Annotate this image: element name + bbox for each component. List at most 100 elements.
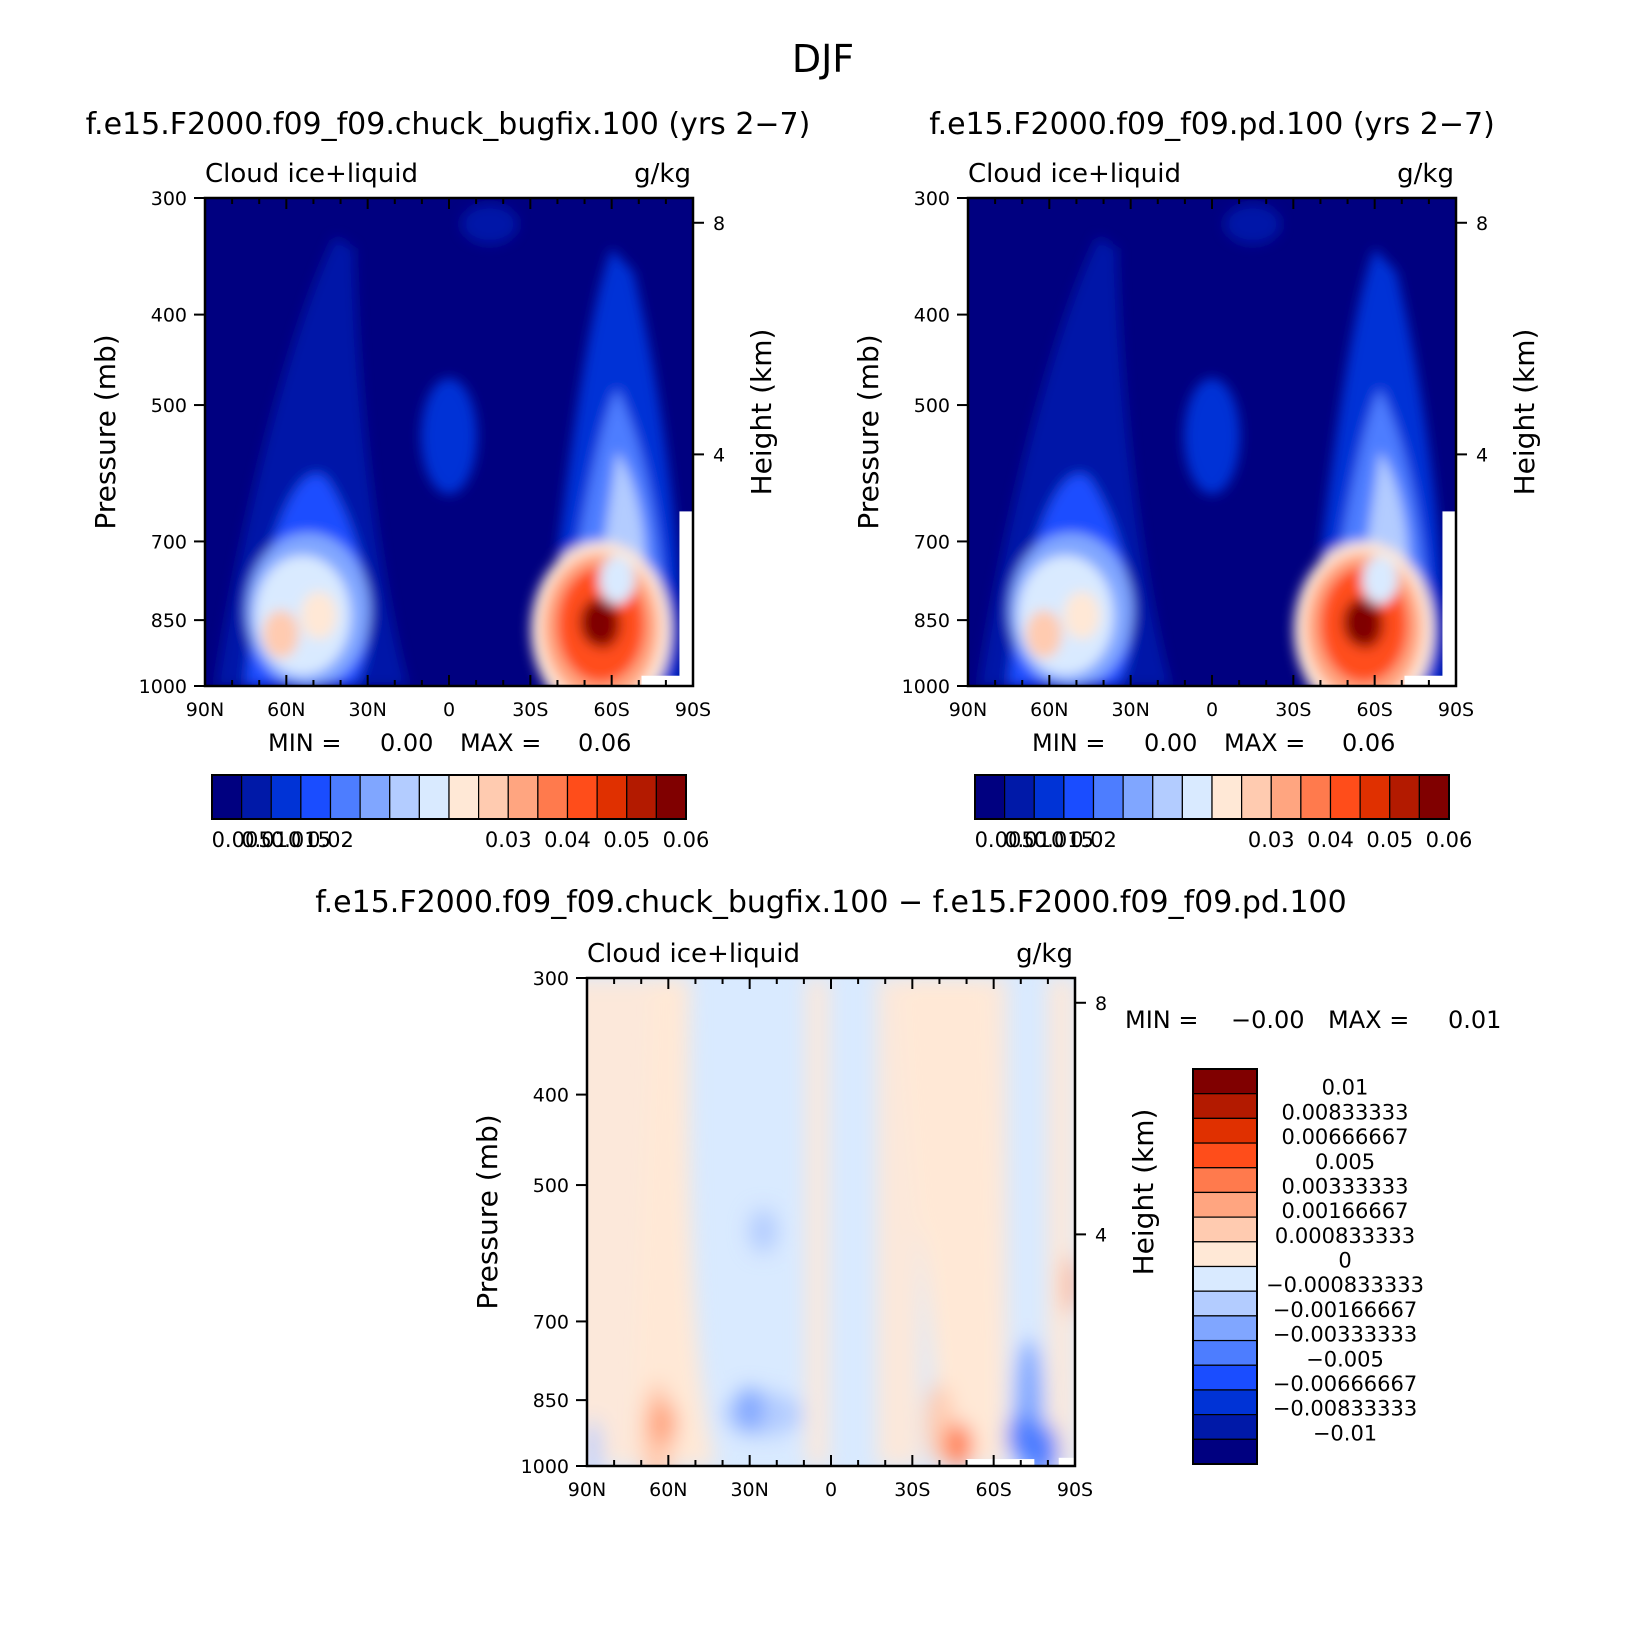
min-label: MIN = bbox=[1032, 729, 1105, 757]
x-tick-label: 90N bbox=[949, 699, 987, 721]
contour-level bbox=[901, 978, 996, 1466]
contour-core bbox=[1194, 404, 1230, 453]
panel-3: f.e15.F2000.f09_f09.chuck_bugfix.100 − f… bbox=[315, 885, 1501, 1501]
colorbar-label: 0.03 bbox=[485, 828, 532, 852]
colorbar-box bbox=[300, 774, 332, 820]
x-tick-label: 90S bbox=[1057, 1479, 1093, 1501]
y2-tick-label: 4 bbox=[1476, 444, 1488, 466]
colorbar-label: −0.005 bbox=[1306, 1347, 1384, 1371]
colorbar-label: 0.00833333 bbox=[1282, 1100, 1409, 1124]
colorbar-frame bbox=[1192, 1068, 1258, 1465]
colorbar-label: 0.04 bbox=[1307, 828, 1354, 852]
x-tick-label: 90N bbox=[568, 1479, 606, 1501]
colorbar-label: 0.000833333 bbox=[1275, 1224, 1415, 1248]
min-max: MIN = 0.00 MAX = 0.06 bbox=[1032, 729, 1395, 757]
colorbar-label: 0.015 bbox=[271, 828, 331, 852]
colorbar-frame bbox=[974, 774, 1450, 820]
contour-core bbox=[1343, 598, 1380, 647]
panel-title: f.e15.F2000.f09_f09.chuck_bugfix.100 (yr… bbox=[86, 107, 811, 142]
colorbar-label: −0.00666667 bbox=[1273, 1372, 1418, 1396]
contour-level bbox=[1224, 204, 1281, 245]
colorbar-box bbox=[1192, 1191, 1258, 1218]
missing-data bbox=[641, 675, 693, 686]
colorbar-label: 0.04 bbox=[544, 828, 591, 852]
y-tick-label: 500 bbox=[533, 1175, 569, 1197]
colorbar-box bbox=[1418, 774, 1450, 820]
max-value: 0.01 bbox=[1448, 1006, 1501, 1034]
y-tick-label: 1000 bbox=[902, 676, 950, 698]
y-tick-label: 1000 bbox=[521, 1456, 569, 1478]
colorbar-box bbox=[1192, 1265, 1258, 1292]
x-tick-label: 60S bbox=[594, 699, 630, 721]
min-value: 0.00 bbox=[380, 729, 433, 757]
x-tick-label: 60S bbox=[976, 1479, 1012, 1501]
colorbar-box bbox=[1192, 1241, 1258, 1268]
panel-title: f.e15.F2000.f09_f09.pd.100 (yrs 2−7) bbox=[929, 107, 1495, 142]
y-tick-label: 700 bbox=[533, 1311, 569, 1333]
contour-level bbox=[461, 204, 518, 245]
x-tick-label: 60N bbox=[649, 1479, 687, 1501]
colorbar-box bbox=[1192, 1167, 1258, 1194]
min-label: MIN = bbox=[1125, 1006, 1198, 1034]
y-tick-label: 1000 bbox=[139, 676, 187, 698]
colorbar-label: −0.00166667 bbox=[1273, 1298, 1418, 1322]
contour-core bbox=[749, 1208, 778, 1253]
min-value: 0.00 bbox=[1144, 729, 1197, 757]
y2-axis-label: Height (km) bbox=[1508, 329, 1541, 496]
contour-core bbox=[599, 556, 636, 605]
y-axis: 300 400 500 700 850 1000 Pressure (mb) bbox=[471, 968, 587, 1478]
contour-core bbox=[300, 591, 337, 640]
y-axis-label: Pressure (mb) bbox=[89, 334, 122, 529]
page-title: DJF bbox=[792, 37, 854, 81]
y2-axis-label: Height (km) bbox=[745, 329, 778, 496]
missing-data bbox=[1058, 1457, 1075, 1466]
min-label: MIN = bbox=[268, 729, 341, 757]
units-label: g/kg bbox=[1397, 159, 1454, 189]
colorbar-box bbox=[270, 774, 302, 820]
x-tick-label: 30N bbox=[730, 1479, 768, 1501]
colorbar-label: −0.000833333 bbox=[1266, 1273, 1424, 1297]
colorbar-label: −0.01 bbox=[1313, 1421, 1377, 1445]
y-tick-label: 850 bbox=[914, 610, 950, 632]
x-tick-label: 60S bbox=[1357, 699, 1393, 721]
x-tick-label: 30S bbox=[894, 1479, 930, 1501]
x-tick-label: 60N bbox=[267, 699, 305, 721]
max-label: MAX = bbox=[460, 729, 541, 757]
y2-axis: 8 4 Height (km) bbox=[693, 213, 778, 496]
y-tick-label: 400 bbox=[533, 1085, 569, 1107]
contour-core bbox=[648, 1401, 677, 1446]
y-tick-label: 500 bbox=[914, 395, 950, 417]
x-tick-label: 90S bbox=[675, 699, 711, 721]
colorbar-label: −0.00833333 bbox=[1273, 1397, 1418, 1421]
y-tick-label: 400 bbox=[151, 305, 187, 327]
contour-core bbox=[1362, 556, 1399, 605]
x-tick-label: 0 bbox=[825, 1479, 837, 1501]
colorbar-box bbox=[974, 774, 1006, 820]
panel-1: f.e15.F2000.f09_f09.chuck_bugfix.100 (yr… bbox=[86, 107, 811, 852]
colorbar-box bbox=[1192, 1315, 1258, 1342]
colorbar-label: 0.005 bbox=[212, 828, 272, 852]
colorbar-box bbox=[1270, 774, 1302, 820]
x-tick-label: 0 bbox=[1206, 699, 1218, 721]
colorbar-label: 0.02 bbox=[1070, 828, 1117, 852]
x-tick-label: 30N bbox=[348, 699, 386, 721]
colorbar-label: 0.00166667 bbox=[1282, 1199, 1409, 1223]
colorbar-box bbox=[1329, 774, 1361, 820]
contour-level bbox=[806, 978, 829, 1466]
y-tick-label: 700 bbox=[914, 531, 950, 553]
contour-core bbox=[735, 1387, 764, 1432]
min-max: MIN = −0.00 MAX = 0.01 bbox=[1125, 1006, 1501, 1034]
missing-data bbox=[966, 1459, 1035, 1466]
y2-axis-label: Height (km) bbox=[1127, 1109, 1160, 1276]
colorbar-box bbox=[1192, 1364, 1258, 1391]
colorbar-box bbox=[1192, 1142, 1258, 1169]
colorbar-box bbox=[329, 774, 361, 820]
colorbar-box bbox=[478, 774, 509, 820]
colorbar-box bbox=[1192, 1068, 1258, 1095]
colorbar-box bbox=[1152, 774, 1183, 820]
colorbar-box bbox=[566, 774, 598, 820]
y-tick-label: 850 bbox=[151, 610, 187, 632]
colorbar-box bbox=[1192, 1093, 1258, 1119]
contour-core bbox=[262, 610, 299, 659]
contour-field bbox=[968, 198, 1456, 686]
